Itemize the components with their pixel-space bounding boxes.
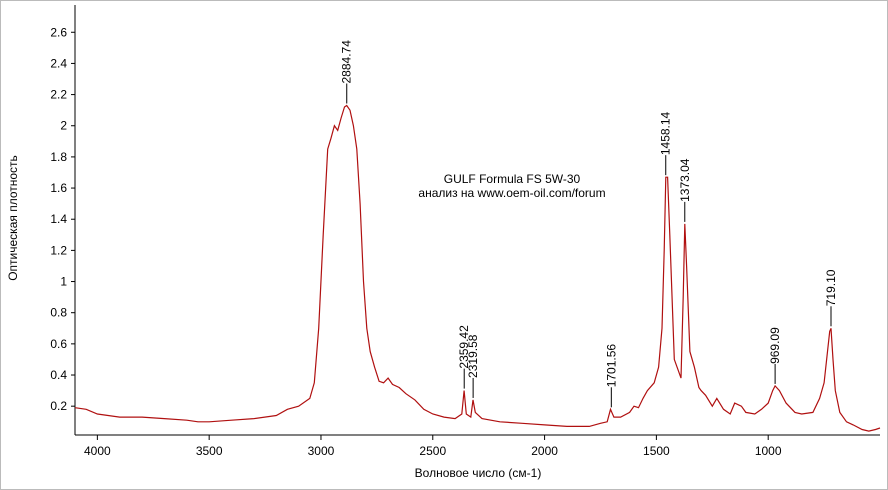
peak-label: 719.10 — [824, 269, 838, 306]
peak-label: 1701.56 — [604, 344, 618, 388]
y-tick-label: 0.6 — [50, 337, 67, 351]
x-tick-label: 2000 — [531, 444, 558, 458]
x-tick-label: 1000 — [755, 444, 782, 458]
peak-label: 1458.14 — [659, 111, 673, 155]
y-tick-label: 1.2 — [50, 243, 67, 257]
x-tick-label: 3000 — [308, 444, 335, 458]
spectrum-line — [74, 104, 881, 432]
y-axis-label: Оптическая плотность — [6, 155, 20, 281]
peak-label: 969.09 — [768, 327, 782, 364]
x-tick-label: 2500 — [419, 444, 446, 458]
y-tick-label: 0.8 — [50, 306, 67, 320]
y-tick-label: 2.4 — [50, 56, 67, 70]
x-tick-label: 3500 — [196, 444, 223, 458]
chart-title: GULF Formula FS 5W-30 — [444, 172, 581, 186]
y-tick-label: 1.8 — [50, 150, 67, 164]
chart-subtitle: анализ на www.oem-oil.com/forum — [418, 186, 605, 200]
y-tick-label: 0.2 — [50, 399, 67, 413]
x-tick-label: 4000 — [84, 444, 111, 458]
y-tick-label: 2.6 — [50, 25, 67, 39]
y-tick-label: 1.4 — [50, 212, 67, 226]
y-tick-label: 2.2 — [50, 88, 67, 102]
x-axis-label: Волновое число (см-1) — [415, 466, 542, 480]
peak-label: 2319.58 — [466, 334, 480, 378]
y-tick-label: 0.4 — [50, 368, 67, 382]
x-tick-label: 1500 — [643, 444, 670, 458]
peak-label: 2884.74 — [340, 40, 354, 84]
y-tick-label: 1 — [60, 275, 67, 289]
peak-label: 2359.42 — [457, 325, 471, 369]
y-tick-label: 1.6 — [50, 181, 67, 195]
y-tick-label: 2 — [60, 119, 67, 133]
peak-label: 1373.04 — [678, 158, 692, 202]
